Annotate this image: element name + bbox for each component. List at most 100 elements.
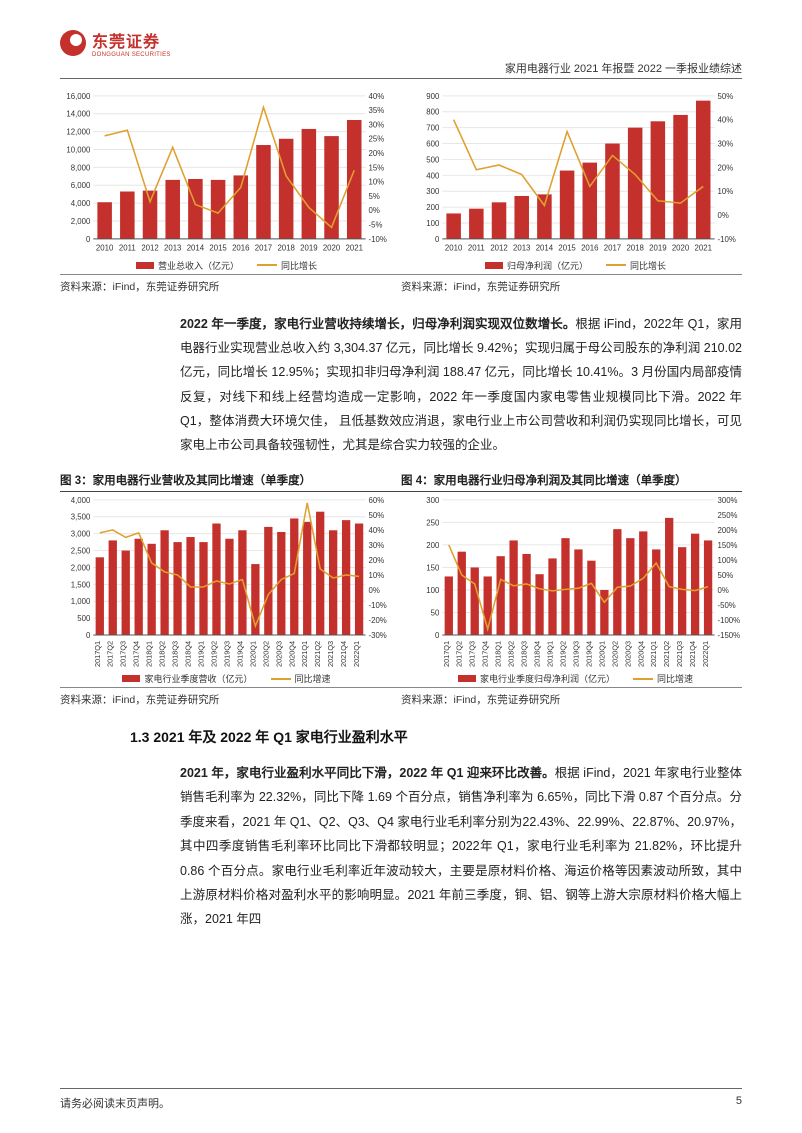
svg-text:2021Q3: 2021Q3	[675, 641, 684, 667]
section-1-3-title: 1.3 2021 年及 2022 年 Q1 家电行业盈利水平	[0, 707, 802, 747]
chart-4: 050100150200250300-150%-100%-50%0%50%100…	[401, 494, 750, 685]
svg-text:4,000: 4,000	[71, 199, 91, 208]
chart-1-legend-line: 同比增长	[281, 259, 317, 272]
logo-text-cn: 东莞证券	[92, 28, 171, 52]
svg-text:200: 200	[426, 203, 440, 212]
svg-text:2021: 2021	[695, 244, 712, 253]
svg-text:2019Q1: 2019Q1	[546, 641, 555, 667]
fig4-title: 图 4：家用电器行业归母净利润及其同比增速（单季度）	[401, 472, 742, 488]
svg-text:40%: 40%	[369, 92, 385, 101]
svg-text:2018Q4: 2018Q4	[533, 641, 542, 667]
svg-text:2019: 2019	[300, 244, 317, 253]
svg-text:2017Q2: 2017Q2	[455, 641, 464, 667]
para1-body: 根据 iFind，2022年 Q1，家用电器行业实现营业总收入约 3,304.3…	[180, 317, 742, 453]
svg-text:-5%: -5%	[369, 221, 383, 230]
svg-text:2,000: 2,000	[71, 217, 91, 226]
svg-text:300: 300	[426, 187, 440, 196]
svg-text:900: 900	[426, 92, 440, 101]
charts-row-top: 02,0004,0006,0008,00010,00012,00014,0001…	[0, 90, 802, 272]
line-swatch-icon	[606, 264, 626, 266]
paragraph-1: 2022 年一季度，家电行业营收持续增长，归母净利润实现双位数增长。根据 iFi…	[0, 294, 802, 458]
svg-text:10,000: 10,000	[66, 145, 91, 154]
svg-text:150: 150	[426, 563, 440, 572]
svg-text:1,000: 1,000	[71, 597, 91, 606]
page-footer: 请务必阅读末页声明。 5	[0, 1095, 802, 1111]
svg-text:30%: 30%	[369, 541, 385, 550]
svg-text:4,000: 4,000	[71, 496, 91, 505]
svg-text:200%: 200%	[718, 526, 738, 535]
chart-2-legend: 归母净利润（亿元） 同比增长	[409, 259, 742, 272]
svg-text:100: 100	[426, 219, 440, 228]
svg-text:2017: 2017	[255, 244, 272, 253]
svg-text:2019Q1: 2019Q1	[197, 641, 206, 667]
svg-text:50%: 50%	[369, 511, 385, 520]
svg-text:2021Q2: 2021Q2	[662, 641, 671, 667]
chart-4-legend: 家电行业季度归母净利润（亿元） 同比增速	[409, 672, 742, 685]
svg-text:2011: 2011	[119, 244, 136, 253]
svg-text:2018Q2: 2018Q2	[158, 641, 167, 667]
svg-text:2020Q3: 2020Q3	[623, 641, 632, 667]
svg-text:15%: 15%	[369, 163, 385, 172]
chart-3-legend: 家电行业季度营收（亿元） 同比增速	[60, 672, 393, 685]
svg-text:2022Q1: 2022Q1	[352, 641, 361, 667]
svg-text:2,000: 2,000	[71, 563, 91, 572]
source-2-left: 资料来源：iFind，东莞证券研究所	[60, 692, 401, 707]
bar-swatch-icon	[136, 262, 154, 269]
svg-text:1,500: 1,500	[71, 580, 91, 589]
svg-text:2020Q2: 2020Q2	[610, 641, 619, 667]
logo-mark-icon	[60, 30, 86, 56]
svg-text:40%: 40%	[369, 526, 385, 535]
chart-3-legend-bar: 家电行业季度营收（亿元）	[144, 672, 252, 685]
page-header: 东莞证券 DONGGUAN SECURITIES 家用电器行业 2021 年报暨…	[0, 0, 802, 88]
chart-1-legend: 营业总收入（亿元） 同比增长	[60, 259, 393, 272]
svg-text:2017Q1: 2017Q1	[93, 641, 102, 667]
bar-swatch-icon	[485, 262, 503, 269]
brand-logo: 东莞证券 DONGGUAN SECURITIES	[60, 28, 742, 58]
svg-text:2017Q4: 2017Q4	[132, 641, 141, 667]
fig-rule	[60, 491, 742, 492]
charts-row-bottom: 05001,0001,5002,0002,5003,0003,5004,000-…	[0, 494, 802, 685]
svg-text:0%: 0%	[718, 211, 729, 220]
svg-text:-30%: -30%	[369, 631, 387, 640]
svg-text:2021Q3: 2021Q3	[326, 641, 335, 667]
bar-swatch-icon	[458, 675, 476, 682]
svg-text:2020Q1: 2020Q1	[597, 641, 606, 667]
svg-text:-20%: -20%	[369, 616, 387, 625]
chart-2: 0100200300400500600700800900-10%0%10%20%…	[401, 90, 750, 272]
source-1-right: 资料来源：iFind，东莞证券研究所	[401, 279, 742, 294]
svg-text:10%: 10%	[718, 187, 734, 196]
chart-3-legend-line: 同比增速	[295, 672, 331, 685]
svg-text:2017: 2017	[604, 244, 621, 253]
svg-text:2019Q2: 2019Q2	[558, 641, 567, 667]
svg-text:0%: 0%	[369, 206, 380, 215]
svg-text:2013: 2013	[513, 244, 531, 253]
svg-text:2017Q3: 2017Q3	[468, 641, 477, 667]
svg-text:2016: 2016	[581, 244, 599, 253]
svg-text:2015: 2015	[558, 244, 576, 253]
svg-text:2011: 2011	[468, 244, 485, 253]
svg-text:2020Q1: 2020Q1	[248, 641, 257, 667]
svg-text:-10%: -10%	[718, 235, 736, 244]
svg-text:0%: 0%	[718, 586, 729, 595]
svg-text:50%: 50%	[718, 571, 734, 580]
svg-text:2018Q1: 2018Q1	[494, 641, 503, 667]
para2-lead: 2021 年，家电行业盈利水平同比下滑，2022 年 Q1 迎来环比改善。	[180, 766, 555, 780]
svg-text:2019Q2: 2019Q2	[209, 641, 218, 667]
svg-text:100%: 100%	[718, 556, 738, 565]
svg-text:2020Q3: 2020Q3	[274, 641, 283, 667]
svg-text:2020Q4: 2020Q4	[636, 641, 645, 667]
svg-text:12,000: 12,000	[66, 128, 91, 137]
svg-text:2010: 2010	[96, 244, 114, 253]
svg-text:6,000: 6,000	[71, 181, 91, 190]
svg-text:2017Q4: 2017Q4	[481, 641, 490, 667]
svg-text:800: 800	[426, 108, 440, 117]
paragraph-2: 2021 年，家电行业盈利水平同比下滑，2022 年 Q1 迎来环比改善。根据 …	[0, 747, 802, 932]
svg-text:2013: 2013	[164, 244, 182, 253]
footer-rule	[60, 1088, 742, 1089]
para1-lead: 2022 年一季度，家电行业营收持续增长，归母净利润实现双位数增长。	[180, 317, 575, 331]
svg-text:2,500: 2,500	[71, 546, 91, 555]
doc-title: 家用电器行业 2021 年报暨 2022 一季报业绩综述	[505, 60, 742, 76]
svg-text:2020Q4: 2020Q4	[287, 641, 296, 667]
header-rule	[60, 78, 742, 79]
svg-text:20%: 20%	[718, 163, 734, 172]
